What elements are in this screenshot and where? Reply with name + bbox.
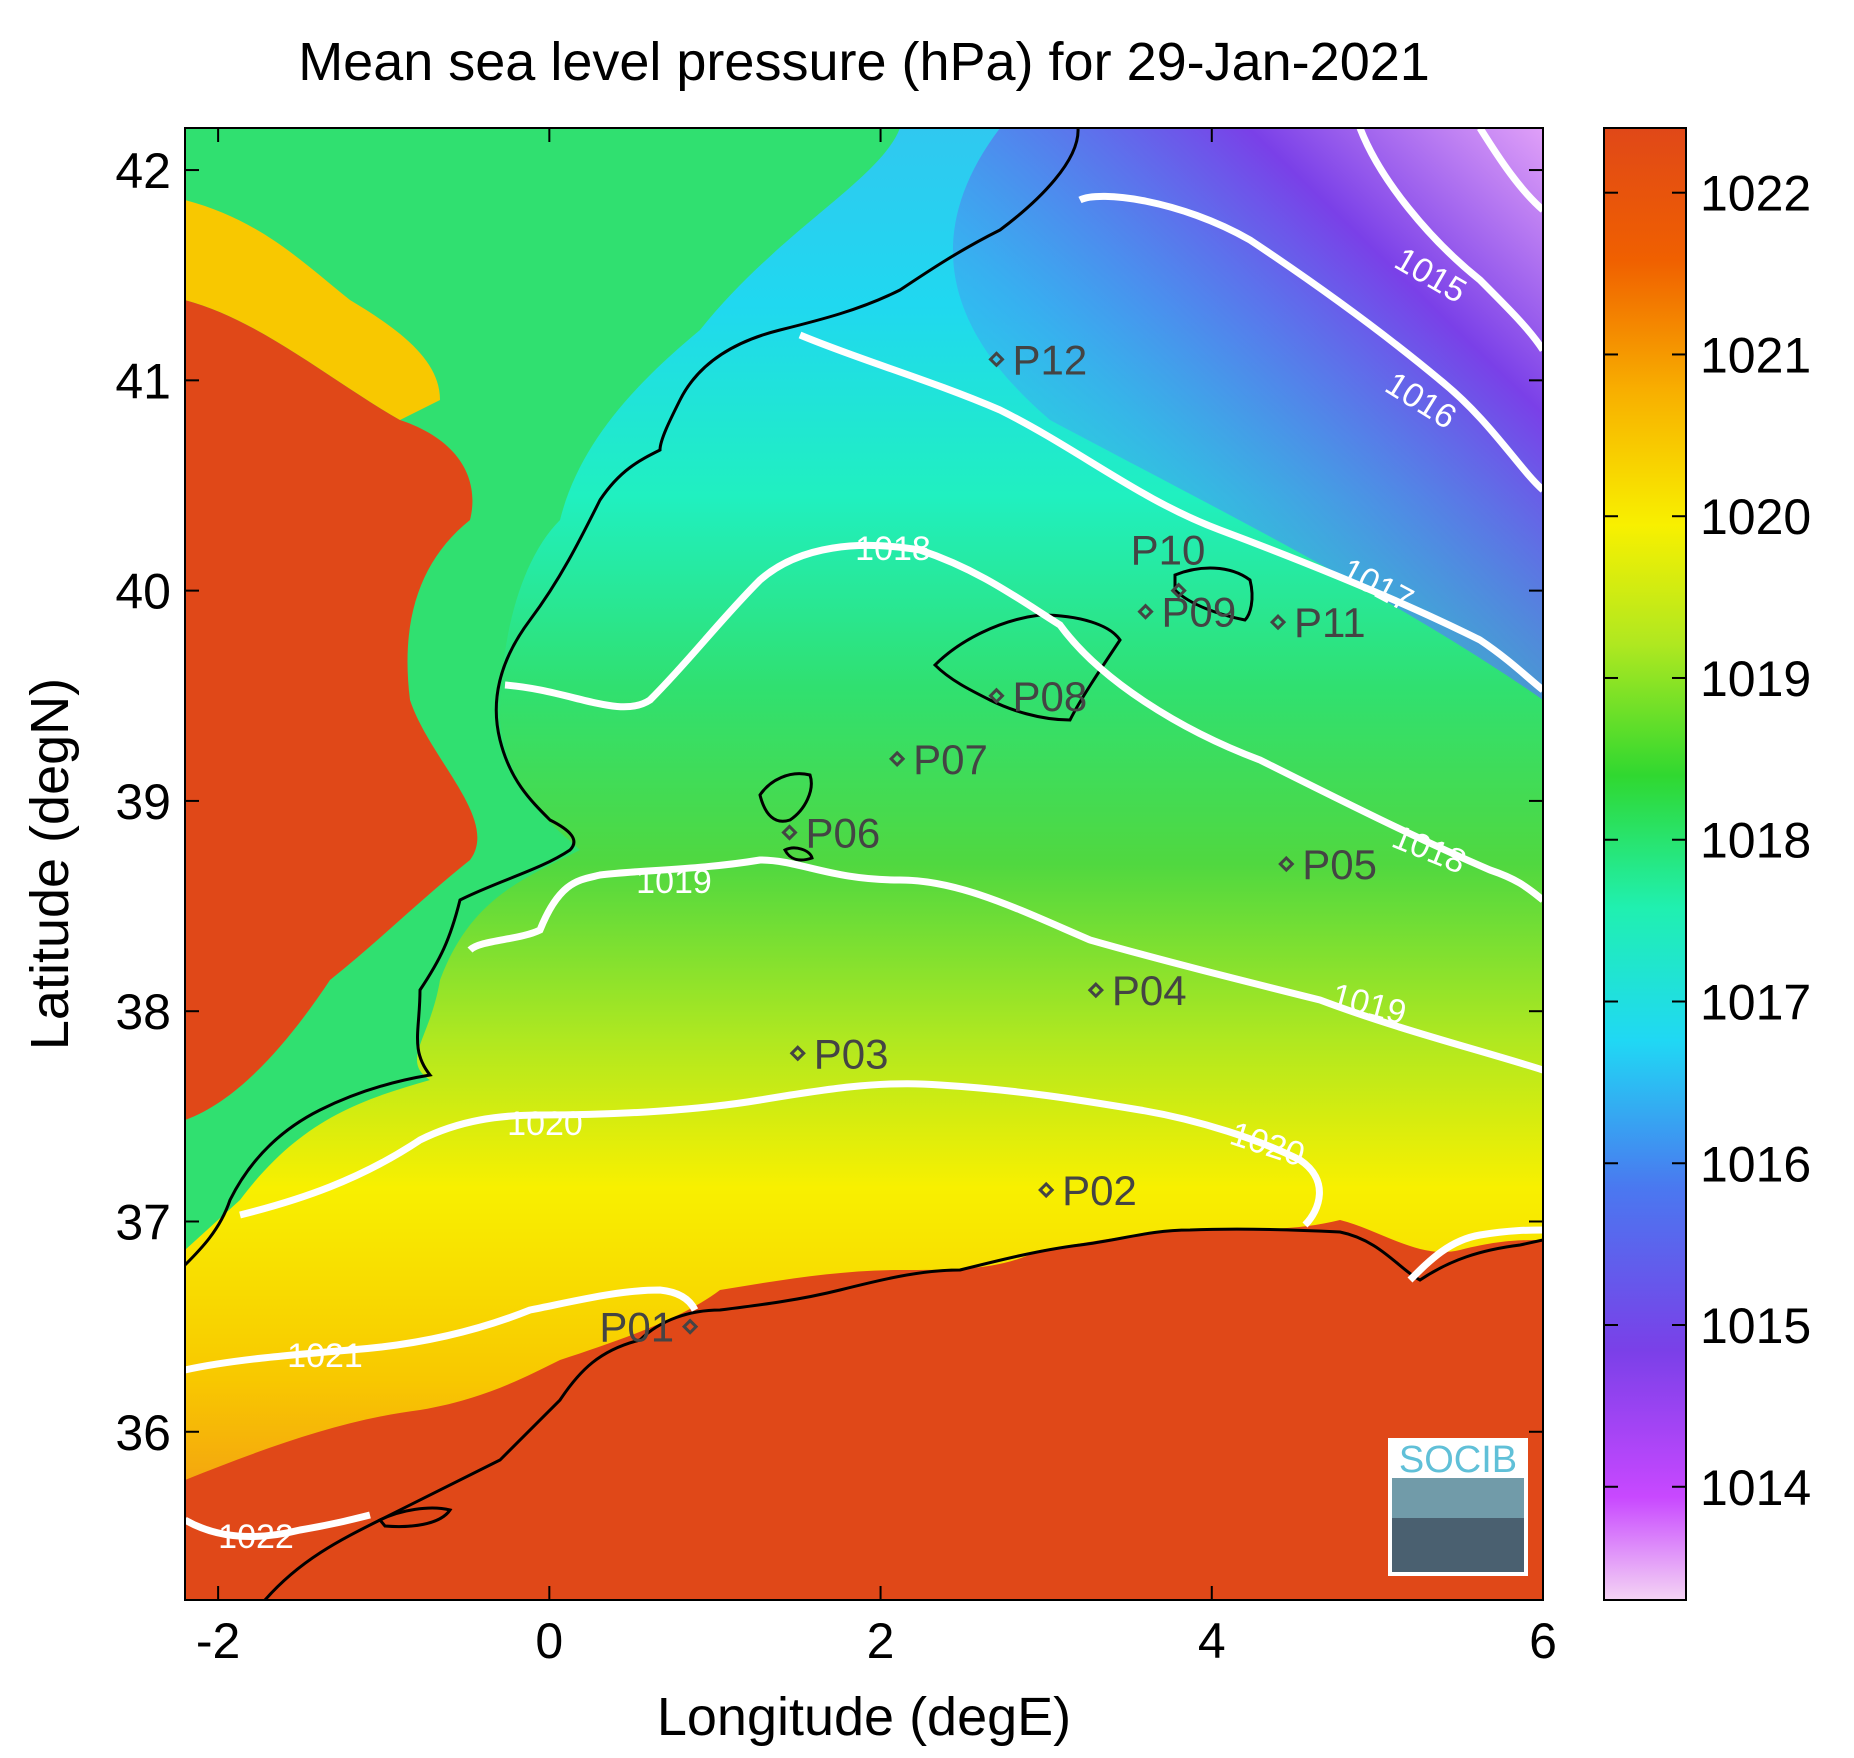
y-tick-label: 38 xyxy=(115,984,171,1040)
contour-1019 xyxy=(467,856,1543,1074)
contour-1015 xyxy=(1356,128,1543,352)
station-label: P05 xyxy=(1302,841,1377,888)
station-p02: P02 xyxy=(1038,1167,1137,1214)
pressure-contours xyxy=(185,128,1543,1541)
station-marker-icon xyxy=(1137,603,1154,620)
contour-label-1020-a: 1020 xyxy=(507,1105,583,1143)
iberia-transition xyxy=(185,200,440,420)
station-p11: P11 xyxy=(1269,599,1366,646)
contour-1020-b xyxy=(1407,1226,1543,1283)
colorbar-tick-label: 1017 xyxy=(1700,974,1811,1030)
station-label: P09 xyxy=(1162,589,1237,636)
station-marker-icon xyxy=(1038,1181,1055,1199)
station-label: P03 xyxy=(814,1030,889,1077)
low-pressure-region xyxy=(952,128,1543,700)
x-tick-label: 6 xyxy=(1529,1613,1557,1669)
y-tick-label: 37 xyxy=(115,1194,171,1250)
station-p04: P04 xyxy=(1087,967,1187,1014)
x-tick-label: 2 xyxy=(867,1613,895,1669)
station-p08: P08 xyxy=(988,673,1087,720)
station-marker-icon xyxy=(988,351,1005,368)
contour-1017 xyxy=(798,331,1543,693)
station-marker-icon xyxy=(781,824,798,841)
station-label: P04 xyxy=(1112,967,1187,1014)
colorbar-tick-label: 1021 xyxy=(1700,327,1811,383)
station-marker-icon xyxy=(1170,582,1187,599)
contour-1020 xyxy=(239,1080,1323,1228)
station-p10: P10 xyxy=(1131,527,1206,599)
colorbar-ticks: 1014 1015 1016 1017 1018 1019 1020 1021 1022 xyxy=(1604,166,1811,1516)
ibiza-outline xyxy=(758,772,813,823)
station-label: P02 xyxy=(1062,1167,1137,1214)
y-tick-label: 36 xyxy=(115,1405,171,1461)
colorbar-tick-label: 1014 xyxy=(1700,1460,1811,1516)
contour-label-1019-a: 1019 xyxy=(636,863,712,901)
contour-label-1018-a: 1018 xyxy=(855,530,931,568)
menorca-outline xyxy=(1173,566,1254,622)
x-tick-label: 0 xyxy=(535,1613,563,1669)
mallorca-outline xyxy=(932,613,1122,722)
map-plot-area: 1015 1016 1017 1018 1018 1019 1019 1020 … xyxy=(185,128,1543,1600)
african-coastline xyxy=(263,1227,1543,1600)
y-tick-label: 42 xyxy=(115,143,171,199)
contour-1016 xyxy=(1078,192,1543,493)
colorbar-tick-label: 1016 xyxy=(1700,1136,1811,1192)
station-marker-icon xyxy=(681,1318,699,1335)
y-axis: 36 37 38 39 40 41 42 xyxy=(115,143,1543,1461)
map-frame xyxy=(184,127,1544,1601)
x-tick-label: -2 xyxy=(196,1613,240,1669)
x-axis: -2 0 2 4 6 xyxy=(196,128,1557,1669)
station-p09: P09 xyxy=(1137,589,1237,636)
contour-1022 xyxy=(185,1511,371,1541)
station-label: P12 xyxy=(1012,336,1087,383)
station-marker-icon xyxy=(789,1045,806,1062)
colorbar-gradient xyxy=(1603,127,1687,1601)
formentera-outline xyxy=(782,846,814,862)
contour-label-1021: 1021 xyxy=(287,1337,363,1375)
station-p05: P05 xyxy=(1278,841,1377,888)
station-marker-icon xyxy=(1087,982,1104,999)
y-axis-label: Latitude (degN) xyxy=(20,678,80,1050)
station-p06: P06 xyxy=(781,809,880,856)
colorbar-tick-label: 1022 xyxy=(1700,166,1811,222)
station-marker-icon xyxy=(1278,855,1295,873)
colorbar-tick-label: 1018 xyxy=(1700,813,1811,869)
contour-label-1022: 1022 xyxy=(218,1518,294,1556)
socib-logo-text: SOCIB xyxy=(1399,1439,1517,1481)
coastlines xyxy=(185,128,1543,1600)
station-label: P10 xyxy=(1131,527,1206,574)
y-tick-label: 39 xyxy=(115,774,171,830)
station-p01: P01 xyxy=(599,1304,699,1351)
station-p12: P12 xyxy=(988,336,1087,383)
colorbar-tick-label: 1020 xyxy=(1700,489,1811,545)
chart-title: Mean sea level pressure (hPa) for 29-Jan… xyxy=(298,32,1430,92)
contour-1018 xyxy=(504,541,1543,903)
colorbar-tick-label: 1019 xyxy=(1700,651,1811,707)
iberia-high-core xyxy=(185,300,478,1120)
x-tick-label: 4 xyxy=(1198,1613,1226,1669)
station-label: P01 xyxy=(599,1304,674,1351)
iberian-coastline xyxy=(185,128,1080,1267)
africa-land xyxy=(185,1220,1543,1600)
alboran-outline xyxy=(377,1506,453,1529)
y-tick-label: 40 xyxy=(115,564,171,620)
station-p03: P03 xyxy=(789,1030,889,1077)
station-label: P07 xyxy=(913,736,988,783)
station-label: P11 xyxy=(1294,599,1366,646)
socib-logo: SOCIB xyxy=(1388,1438,1528,1576)
stations-layer: P01 P02 P03 P04 P05 P06 P07 P08 P09 P10 P11 P12 xyxy=(599,336,1377,1350)
station-label: P06 xyxy=(805,809,880,856)
contour-1015-b xyxy=(1477,128,1543,213)
contour-1021 xyxy=(185,1286,699,1374)
station-label: P08 xyxy=(1012,673,1087,720)
colorbar: 1014 1015 1016 1017 1018 1019 1020 1021 1022 xyxy=(1603,127,1811,1601)
y-tick-label: 41 xyxy=(115,353,171,409)
station-marker-icon xyxy=(889,750,906,767)
colorbar-tick-label: 1015 xyxy=(1700,1298,1811,1354)
station-marker-icon xyxy=(1269,614,1287,631)
station-p07: P07 xyxy=(889,736,988,783)
station-marker-icon xyxy=(988,687,1005,704)
x-axis-label: Longitude (degE) xyxy=(657,1687,1071,1747)
